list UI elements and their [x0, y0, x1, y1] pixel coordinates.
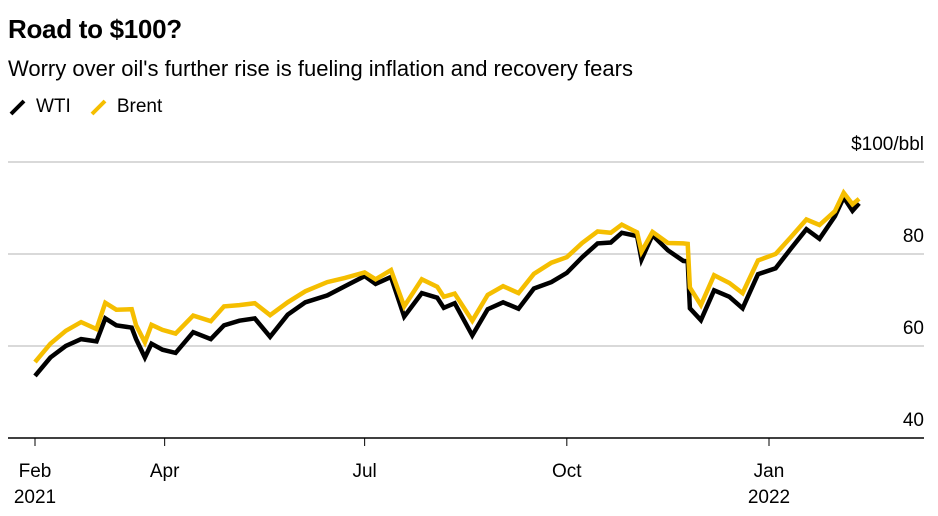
legend-label-wti: WTI [36, 96, 71, 117]
chart-title: Road to $100? [8, 14, 182, 44]
x-tick-label-apr: Apr [150, 461, 180, 482]
x-tick-sublabel-2021: 2021 [14, 487, 56, 508]
series-line-brent [33, 188, 861, 364]
x-tick-sublabel-2022: 2022 [748, 487, 790, 508]
x-tick-label-jul: Jul [352, 461, 376, 482]
legend-swatch-wti-icon [9, 99, 26, 116]
x-tick-label-oct: Oct [552, 461, 582, 482]
x-tick-label-jan: Jan [754, 461, 785, 482]
legend-item-wti: WTI [8, 96, 71, 118]
chart-subtitle: Worry over oil's further rise is fueling… [8, 56, 633, 81]
series-lines [33, 188, 861, 378]
y-tick-label-80: 80 [903, 226, 924, 247]
y-tick-label-40: 40 [903, 410, 924, 431]
y-tick-label-100: $100/bbl [851, 134, 924, 155]
chart-legend: WTI Brent [8, 96, 180, 118]
y-tick-label-60: 60 [903, 318, 924, 339]
y-axis-labels: $100/bbl 80 60 40 [851, 134, 924, 431]
legend-swatch-brent-icon [90, 99, 107, 116]
x-tick-label-feb: Feb [19, 461, 52, 482]
series-line-wti [33, 192, 861, 378]
x-axis: Feb 2021 Apr Jul Oct Jan 2022 [8, 437, 924, 508]
legend-label-brent: Brent [116, 96, 163, 117]
legend-item-brent: Brent [89, 96, 162, 118]
